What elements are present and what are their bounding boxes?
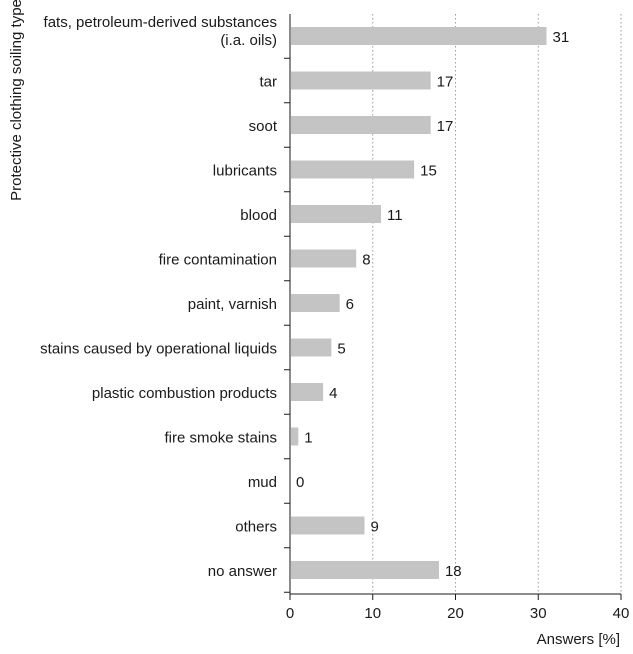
bar [291,27,547,45]
bar [291,71,431,90]
bar [291,338,332,357]
bar-value-label: 17 [437,74,454,91]
bar [291,294,340,312]
bar [291,561,439,579]
category-label: lubricants [213,163,277,180]
bar-value-label: 1 [304,430,312,447]
bar-value-label: 4 [329,385,337,402]
category-label: plastic combustion products [92,385,277,402]
bar-value-label: 9 [370,519,378,536]
bar [291,383,324,401]
category-label: others [235,519,277,536]
category-label: fire smoke stains [164,430,277,447]
x-tick-label: 20 [447,605,464,622]
y-axis-title: Protective clothing soiling type [8,0,25,201]
category-label: blood [240,207,277,224]
bar [291,249,357,268]
category-label: fats, petroleum-derived substances [44,14,277,31]
x-tick-label: 0 [286,605,294,622]
category-label: no answer [208,563,277,580]
bar-value-label: 11 [387,207,403,224]
bar [291,160,415,179]
x-tick-label: 10 [364,605,381,622]
bar [291,205,382,223]
category-label: (i.a. oils) [220,32,277,49]
category-label: tar [259,74,277,91]
x-axis-title: Answers [%] [537,631,620,648]
bar-value-label: 0 [296,474,304,491]
bar-value-label: 18 [445,563,462,580]
category-label: fire contamination [159,252,277,269]
bar-value-label: 31 [553,29,570,46]
x-tick-label: 40 [613,605,630,622]
category-label: soot [249,118,278,135]
bar-value-label: 5 [337,341,345,358]
bar-value-label: 15 [420,163,437,180]
bar-value-label: 6 [346,296,354,313]
bar [291,427,299,446]
x-tick-label: 30 [530,605,547,622]
category-label: stains caused by operational liquids [40,341,277,358]
category-label: mud [248,474,277,491]
category-label: paint, varnish [188,296,277,313]
bar-value-label: 17 [437,118,454,135]
bar [291,516,365,535]
bar [291,116,431,134]
bar-value-label: 8 [362,252,370,269]
